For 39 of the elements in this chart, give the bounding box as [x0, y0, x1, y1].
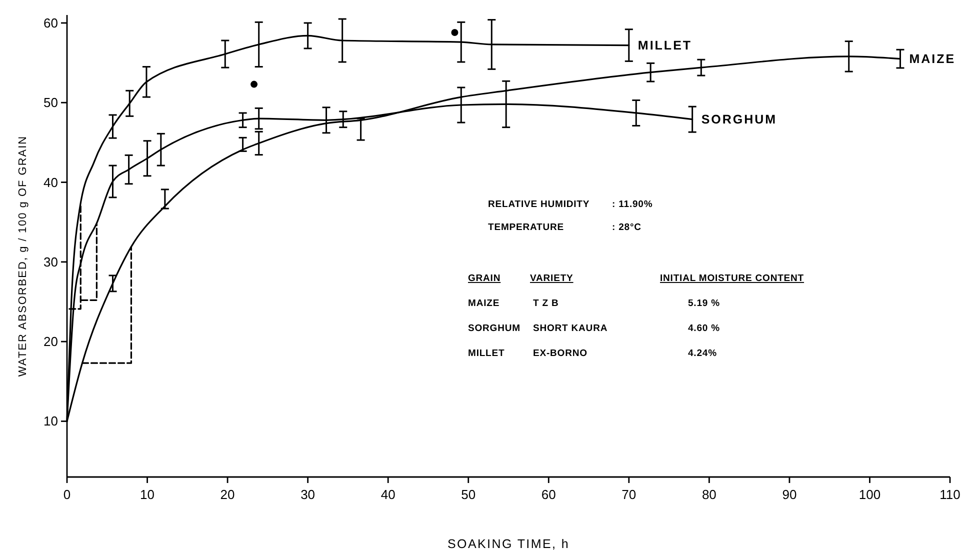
x-tick-label: 40	[380, 487, 396, 502]
annotation: 4.24%	[688, 348, 718, 359]
annotation: : 11.90%	[612, 199, 653, 210]
y-tick-label: 60	[44, 15, 58, 30]
annotation: : 28°C	[612, 222, 642, 233]
annotation: 4.60 %	[688, 323, 720, 334]
x-tick-label: 110	[940, 487, 960, 502]
x-tick-label: 70	[622, 487, 636, 502]
y-tick-label: 10	[44, 414, 58, 429]
y-tick-label: 20	[44, 334, 58, 350]
x-tick-label: 60	[541, 487, 556, 502]
annotation: RELATIVE HUMIDITY	[488, 199, 590, 210]
annotation: MAIZE	[468, 298, 500, 309]
series-label: SORGHUM	[701, 112, 778, 126]
annotation: 5.19 %	[688, 298, 720, 309]
annotation: GRAIN	[468, 273, 501, 284]
annotation: T Z B	[533, 298, 559, 309]
x-tick-label: 80	[702, 487, 716, 502]
x-tick-label: 30	[300, 487, 316, 502]
series-label: MAIZE	[909, 52, 956, 66]
x-tick-label: 20	[220, 487, 235, 502]
annotation: MILLET	[468, 348, 505, 359]
annotation: EX-BORNO	[533, 348, 588, 359]
y-tick-label: 40	[44, 174, 58, 190]
annotation: TEMPERATURE	[488, 222, 564, 233]
x-tick-label: 90	[782, 487, 797, 502]
series-label: MILLET	[638, 38, 692, 52]
y-tick-label: 30	[44, 254, 58, 270]
annotation: INITIAL MOISTURE CONTENT	[660, 273, 804, 284]
x-tick-label: 100	[858, 487, 881, 502]
annotation: SORGHUM	[468, 323, 520, 334]
x-tick-label: 50	[461, 487, 476, 502]
x-axis-title: SOAKING TIME, h	[448, 537, 570, 551]
y-axis-title: WATER ABSORBED, g / 100 g OF GRAIN	[17, 135, 29, 377]
x-tick-label: 0	[63, 487, 71, 502]
annotation: VARIETY	[530, 273, 574, 284]
y-tick-label: 50	[44, 95, 58, 110]
annotation: SHORT KAURA	[533, 323, 608, 334]
x-tick-label: 10	[140, 487, 155, 502]
